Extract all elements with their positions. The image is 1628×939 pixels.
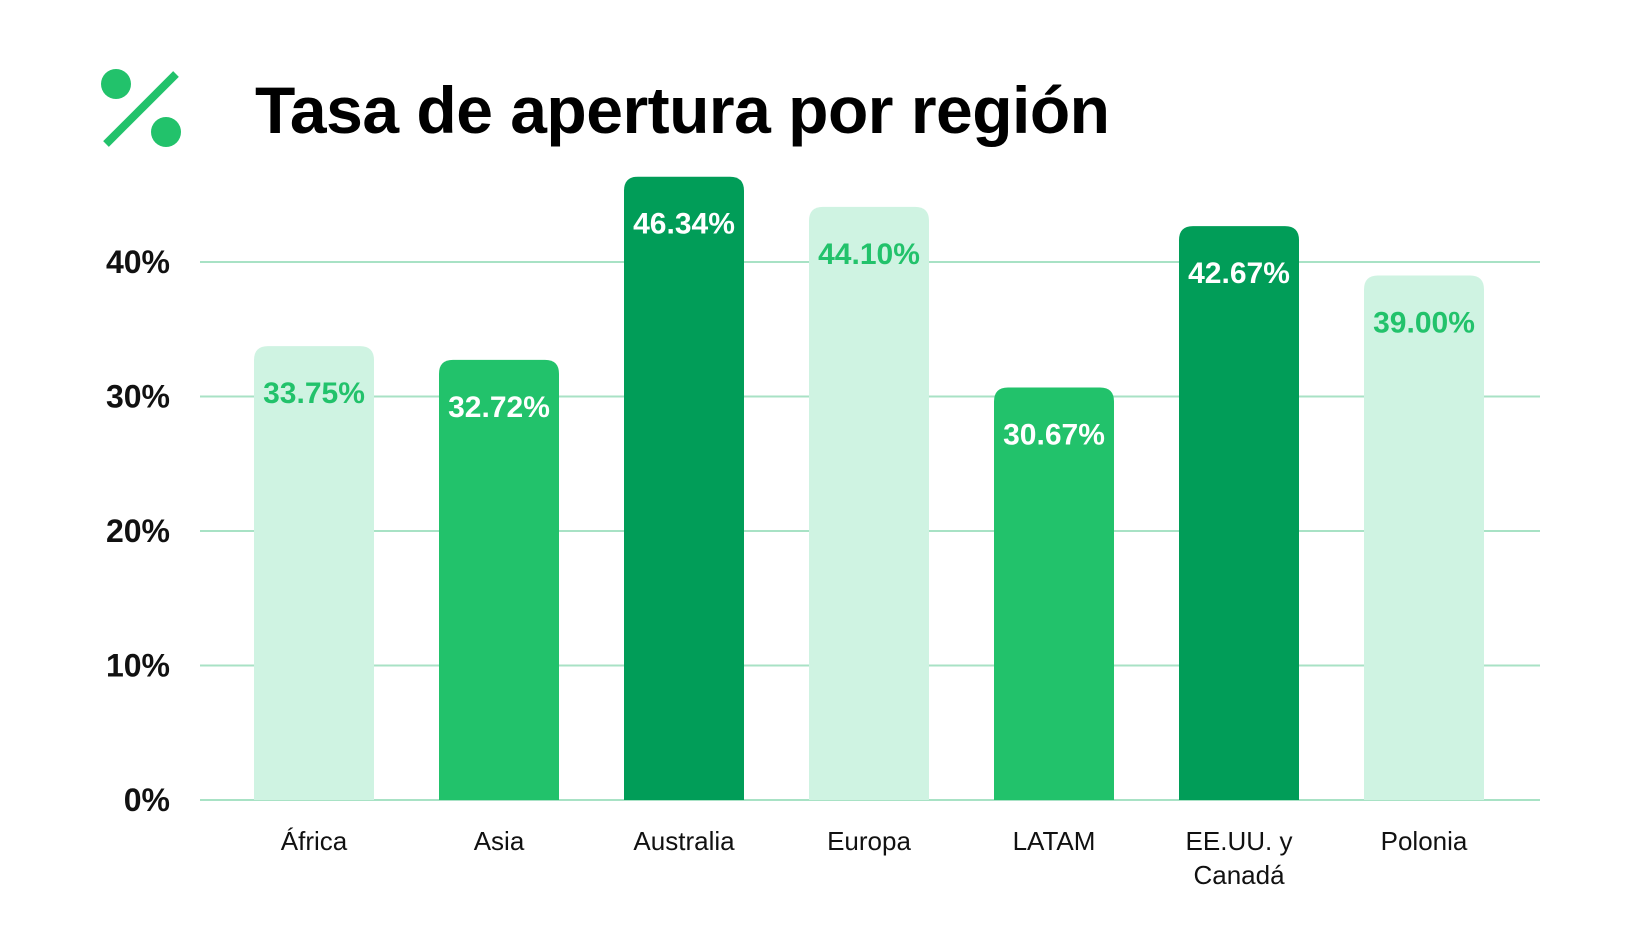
x-tick-label: África [281, 826, 348, 856]
y-tick-label: 0% [124, 782, 170, 818]
x-tick-label: Asia [474, 826, 525, 856]
x-tick-label: Polonia [1381, 826, 1468, 856]
bar [1179, 226, 1299, 800]
data-label: 42.67% [1188, 257, 1290, 290]
bar [1364, 275, 1484, 800]
data-label: 30.67% [1003, 418, 1105, 451]
bar [809, 206, 929, 801]
data-label: 39.00% [1373, 306, 1475, 339]
x-tick-label: Europa [827, 826, 911, 856]
x-tick-label: EE.UU. y [1186, 826, 1293, 856]
chart-title: Tasa de apertura por región [255, 73, 1110, 147]
bar [439, 359, 559, 800]
bar [624, 176, 744, 801]
y-tick-label: 20% [106, 513, 170, 549]
bar [254, 346, 374, 800]
y-tick-label: 40% [106, 244, 170, 280]
data-label: 33.75% [263, 377, 365, 410]
y-tick-label: 30% [106, 379, 170, 415]
x-tick-label: Canadá [1193, 860, 1285, 890]
data-label: 46.34% [633, 208, 735, 241]
y-tick-label: 10% [106, 648, 170, 684]
data-label: 44.10% [818, 238, 920, 271]
x-tick-label: LATAM [1013, 826, 1096, 856]
percent-icon [101, 69, 181, 147]
bar [994, 387, 1114, 800]
data-label: 32.72% [448, 391, 550, 424]
x-tick-label: Australia [633, 826, 735, 856]
